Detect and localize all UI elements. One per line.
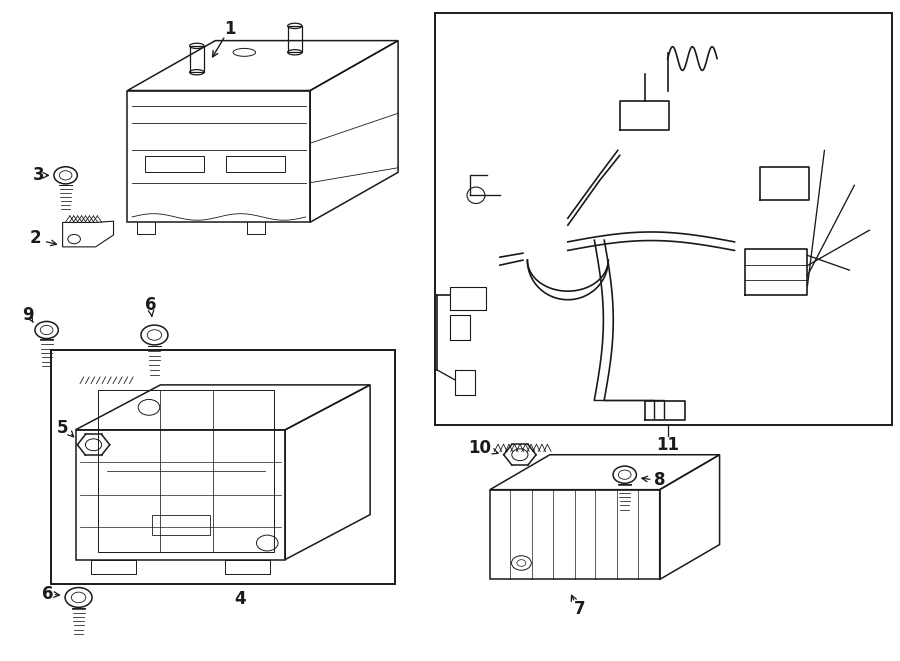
Text: 2: 2 <box>30 229 41 247</box>
Text: 7: 7 <box>574 600 586 619</box>
Bar <box>50 350 395 584</box>
Text: 6: 6 <box>145 296 157 314</box>
Text: 10: 10 <box>469 439 491 457</box>
Bar <box>146 156 204 172</box>
Text: 5: 5 <box>57 419 68 437</box>
Text: 3: 3 <box>32 167 44 184</box>
Text: 4: 4 <box>235 590 246 608</box>
Text: 9: 9 <box>22 306 33 324</box>
Text: 6: 6 <box>42 586 53 603</box>
Text: 8: 8 <box>654 471 665 488</box>
Bar <box>152 516 211 535</box>
Bar <box>435 13 892 425</box>
Text: 1: 1 <box>225 20 236 38</box>
Text: 11: 11 <box>656 436 680 453</box>
Bar <box>226 156 284 172</box>
